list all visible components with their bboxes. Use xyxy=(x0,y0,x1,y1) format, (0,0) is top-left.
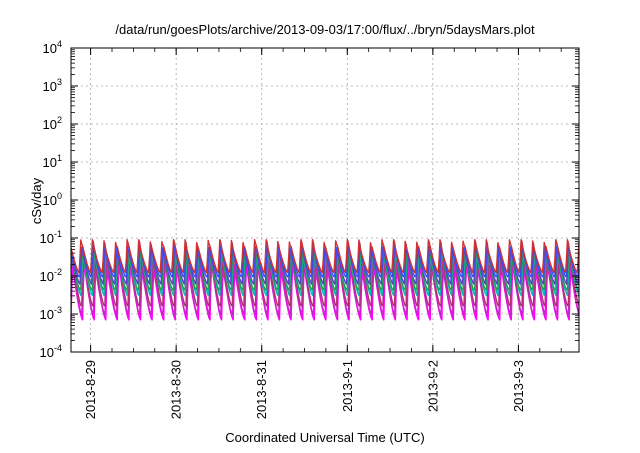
x-tick-label: 2013-9-3 xyxy=(511,360,526,412)
x-tick-label: 2013-8-30 xyxy=(169,360,184,419)
y-axis-label: cSv/day xyxy=(29,177,44,224)
y-tick-label: 10-2 xyxy=(40,267,62,284)
grid xyxy=(71,48,579,352)
y-tick-label: 102 xyxy=(43,115,62,132)
x-tick-label: 2013-9-2 xyxy=(425,360,440,412)
plot-frame xyxy=(70,47,580,353)
x-tick-label: 2013-9-1 xyxy=(340,360,355,412)
series-line xyxy=(70,260,580,316)
y-tick-label: 104 xyxy=(43,39,62,56)
y-tick-label: 100 xyxy=(43,191,62,208)
axes: 10-4 10-3 10-2 10-1 100 101 102 103 104 2013-8-29… xyxy=(40,39,580,419)
x-tick-label: 2013-8-31 xyxy=(254,360,269,419)
y-tick-label: 10-4 xyxy=(40,343,62,360)
y-tick-label: 101 xyxy=(43,153,62,170)
chart-title: /data/run/goesPlots/archive/2013-09-03/1… xyxy=(115,22,535,37)
x-tick-label: 2013-8-29 xyxy=(83,360,98,419)
series-line xyxy=(70,239,580,274)
x-axis-label: Coordinated Universal Time (UTC) xyxy=(225,430,424,445)
y-tick-label: 103 xyxy=(43,77,62,94)
y-tick-label: 10-3 xyxy=(40,305,62,322)
series-group xyxy=(70,239,580,321)
y-tick-label: 10-1 xyxy=(40,229,62,246)
